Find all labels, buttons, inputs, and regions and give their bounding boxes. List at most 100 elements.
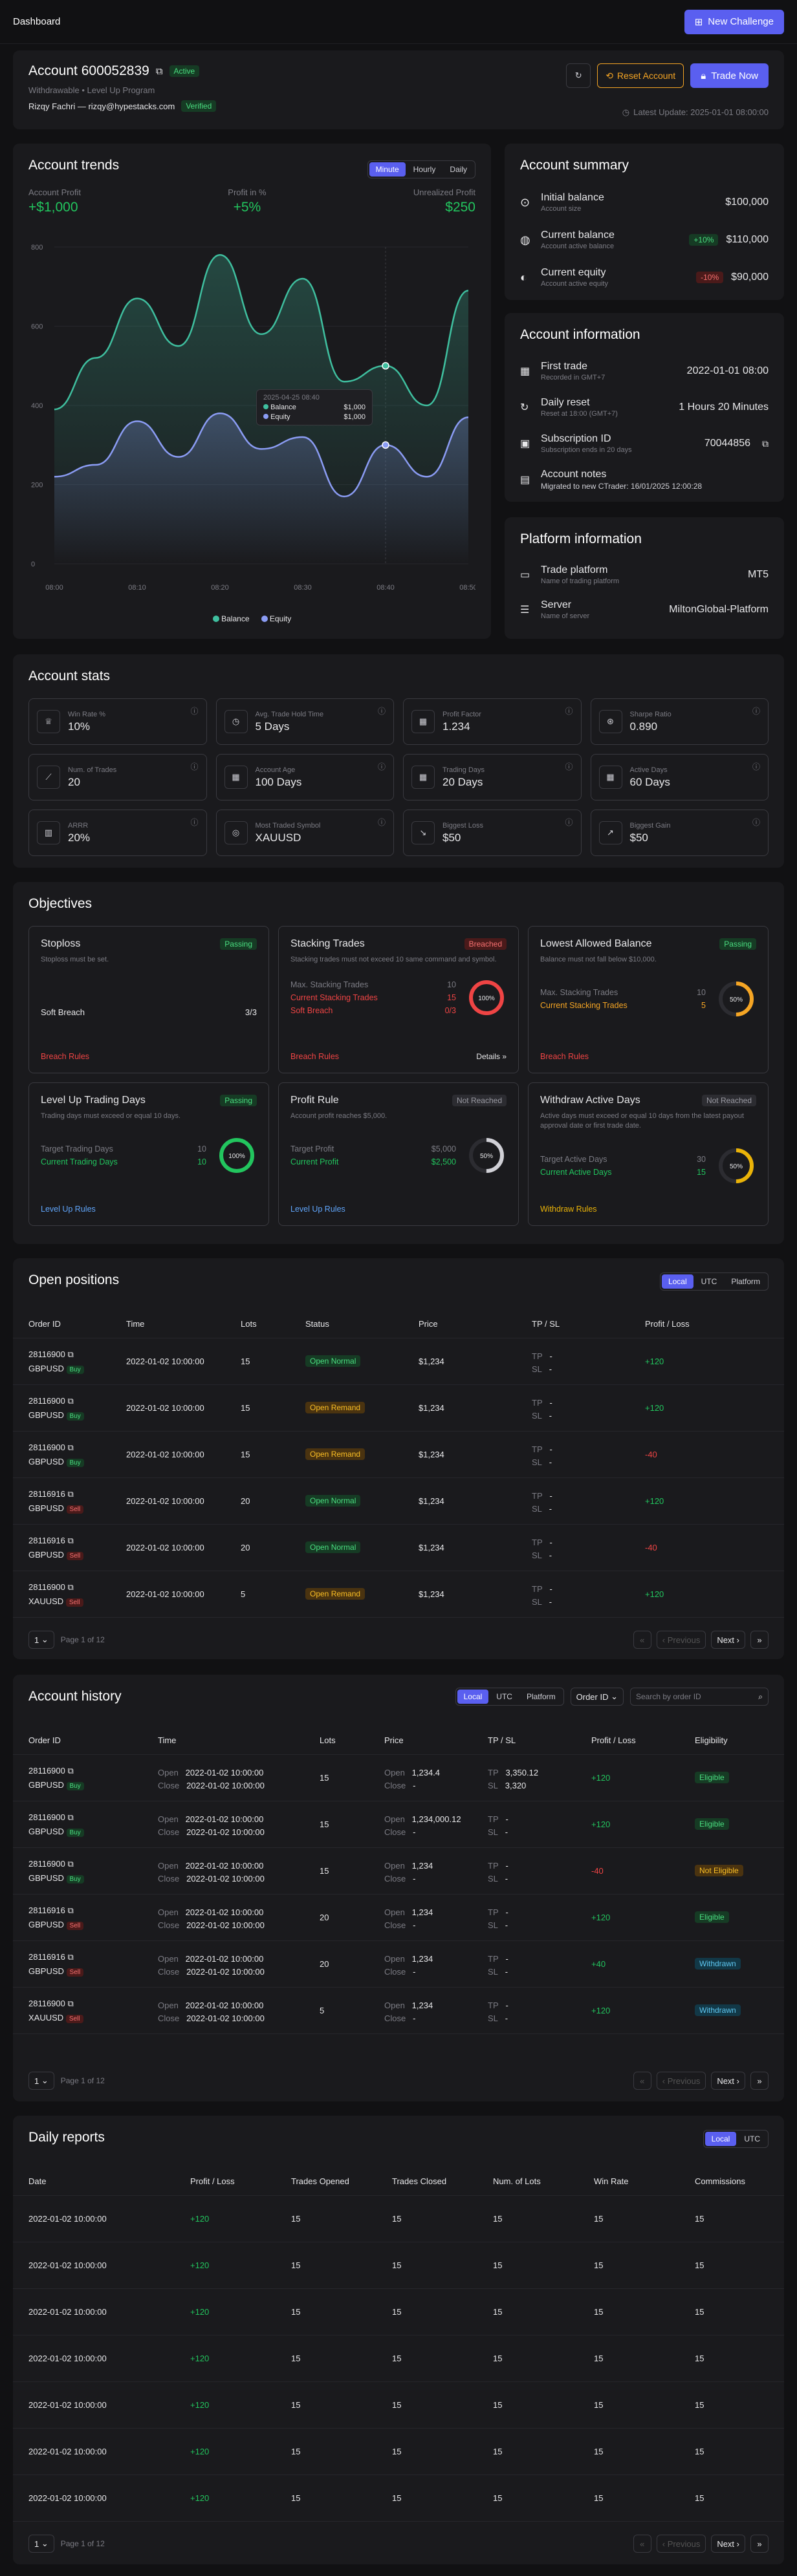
last-page-button[interactable]: » <box>750 2535 769 2553</box>
copy-icon[interactable]: ⧉ <box>67 1999 74 2008</box>
first-page-button[interactable]: « <box>633 1631 651 1649</box>
obj-rules-link[interactable]: Breach Rules <box>41 1052 90 1061</box>
copy-icon[interactable]: ⧉ <box>67 1812 74 1822</box>
next-page-button[interactable]: Next › <box>711 2535 745 2553</box>
obj-rules-link[interactable]: Level Up Rules <box>41 1205 96 1214</box>
info-title: Account information <box>520 327 640 342</box>
copy-icon[interactable]: ⧉ <box>67 1349 74 1359</box>
copy-icon[interactable]: ⧉ <box>67 1396 74 1406</box>
prev-page-button[interactable]: ‹ Previous <box>656 1631 706 1649</box>
tab-utc[interactable]: UTC <box>701 1277 717 1286</box>
reset-account-button[interactable]: ⟲ Reset Account <box>597 63 684 88</box>
copy-icon[interactable]: ⧉ <box>155 65 163 77</box>
legend-equity[interactable]: Equity <box>261 614 291 623</box>
copy-icon[interactable]: ⧉ <box>67 1489 74 1499</box>
tab-utc[interactable]: UTC <box>744 2134 760 2143</box>
search-input[interactable]: Search by order ID ⌕ <box>630 1688 769 1706</box>
table-row[interactable]: 2022-01-02 10:00:00 +120 15 15 15 15 15 <box>13 2475 784 2522</box>
info-icon[interactable]: ⓘ <box>565 762 573 771</box>
info-icon[interactable]: ⓘ <box>190 707 199 716</box>
copy-icon[interactable]: ⧉ <box>67 1443 74 1452</box>
target-icon: ◎ <box>224 821 248 844</box>
info-icon[interactable]: ⓘ <box>377 762 386 771</box>
tab-utc[interactable]: UTC <box>496 1692 512 1701</box>
refresh-button[interactable]: ↻ <box>566 63 591 88</box>
table-row[interactable]: 28116900 ⧉ GBPUSD Buy Open 2022-01-02 10:… <box>13 1801 784 1848</box>
trade-now-button[interactable]: 🔒︎ Trade Now <box>690 63 769 88</box>
table-row[interactable]: 2022-01-02 10:00:00 +120 15 15 15 15 15 <box>13 2429 784 2475</box>
line-chart-icon: ⟋ <box>37 766 60 789</box>
page-size-select[interactable]: 1 ⌄ <box>28 2072 54 2090</box>
tab-local[interactable]: Local <box>457 1690 489 1704</box>
tab-daily[interactable]: Daily <box>450 165 467 174</box>
obj-rules-link[interactable]: Breach Rules <box>540 1052 589 1061</box>
copy-icon[interactable]: ⧉ <box>67 1582 74 1592</box>
table-row[interactable]: 2022-01-02 10:00:00 +120 15 15 15 15 15 <box>13 2382 784 2429</box>
details-button[interactable]: Details » <box>476 1052 507 1061</box>
stat-label: Win Rate % <box>68 710 106 718</box>
side-badge: Buy <box>66 1412 84 1421</box>
last-page-button[interactable]: » <box>750 2072 769 2090</box>
obj-rules-link[interactable]: Breach Rules <box>290 1052 340 1061</box>
tooltip-balance-label: Balance <box>270 403 296 411</box>
info-icon[interactable]: ⓘ <box>565 818 573 827</box>
info-icon[interactable]: ⓘ <box>190 818 199 827</box>
table-row[interactable]: 2022-01-02 10:00:00 +120 15 15 15 15 15 <box>13 2196 784 2242</box>
info-icon[interactable]: ⓘ <box>752 818 760 827</box>
page-size-select[interactable]: 1 ⌄ <box>28 1631 54 1649</box>
first-page-button[interactable]: « <box>633 2535 651 2553</box>
table-row[interactable]: 28116916 ⧉ GBPUSD Sell 2022-01-02 10:00:0… <box>13 1525 784 1571</box>
info-label: Daily reset <box>541 397 590 408</box>
info-icon[interactable]: ⓘ <box>752 762 760 771</box>
info-icon[interactable]: ⓘ <box>565 707 573 716</box>
prev-page-button[interactable]: ‹ Previous <box>656 2072 706 2090</box>
prev-page-button[interactable]: ‹ Previous <box>656 2535 706 2553</box>
legend-balance[interactable]: Balance <box>212 614 250 623</box>
table-row[interactable]: 28116900 ⧉ GBPUSD Buy Open 2022-01-02 10:… <box>13 1755 784 1801</box>
tooltip-balance: $1,000 <box>344 403 366 411</box>
copy-icon[interactable]: ⧉ <box>67 1859 74 1869</box>
tab-platform[interactable]: Platform <box>731 1277 760 1286</box>
tab-local[interactable]: Local <box>661 1274 693 1289</box>
tooltip-equity-label: Equity <box>270 413 290 421</box>
first-page-button[interactable]: « <box>633 2072 651 2090</box>
table-row[interactable]: 28116916 ⧉ GBPUSD Sell Open 2022-01-02 10… <box>13 1894 784 1941</box>
obj-rules-link[interactable]: Withdraw Rules <box>540 1205 597 1214</box>
table-row[interactable]: 28116900 ⧉ GBPUSD Buy 2022-01-02 10:00:00… <box>13 1432 784 1478</box>
table-row[interactable]: 2022-01-02 10:00:00 +120 15 15 15 15 15 <box>13 2242 784 2289</box>
info-icon[interactable]: ⓘ <box>377 707 386 716</box>
obj-rules-link[interactable]: Level Up Rules <box>290 1205 345 1214</box>
copy-icon[interactable]: ⧉ <box>67 1536 74 1545</box>
copy-icon[interactable]: ⧉ <box>67 1905 74 1915</box>
tab-minute[interactable]: Minute <box>369 162 406 177</box>
info-icon[interactable]: ⓘ <box>752 707 760 716</box>
filter-select[interactable]: Order ID ⌄ <box>570 1688 624 1706</box>
copy-icon[interactable]: ⧉ <box>67 1766 74 1776</box>
info-icon[interactable]: ⓘ <box>190 762 199 771</box>
tab-hourly[interactable]: Hourly <box>413 165 436 174</box>
table-row[interactable]: 28116916 ⧉ GBPUSD Sell 2022-01-02 10:00:0… <box>13 1478 784 1525</box>
page-size-select[interactable]: 1 ⌄ <box>28 2535 54 2553</box>
last-page-button[interactable]: » <box>750 1631 769 1649</box>
next-page-button[interactable]: Next › <box>711 1631 745 1649</box>
table-row[interactable]: 28116900 ⧉ GBPUSD Buy 2022-01-02 10:00:00… <box>13 1385 784 1432</box>
table-row[interactable]: 28116900 ⧉ GBPUSD Buy Open 2022-01-02 10:… <box>13 1848 784 1894</box>
table-row[interactable]: 2022-01-02 10:00:00 +120 15 15 15 15 15 <box>13 2335 784 2382</box>
chart-legend: Balance Equity <box>13 614 491 623</box>
table-row[interactable]: 2022-01-02 10:00:00 +120 15 15 15 15 15 <box>13 2289 784 2335</box>
next-page-button[interactable]: Next › <box>711 2072 745 2090</box>
tab-local[interactable]: Local <box>704 2132 737 2146</box>
tab-platform[interactable]: Platform <box>526 1692 556 1701</box>
new-challenge-button[interactable]: ⊞ New Challenge <box>684 9 784 34</box>
obj-value: 10 <box>197 1157 206 1167</box>
table-row[interactable]: 28116916 ⧉ GBPUSD Sell Open 2022-01-02 10… <box>13 1941 784 1988</box>
table-row[interactable]: 28116900 ⧉ XAUUSD Sell 2022-01-02 10:00:0… <box>13 1571 784 1618</box>
table-row[interactable]: 28116900 ⧉ XAUUSD Sell Open 2022-01-02 10… <box>13 1988 784 2034</box>
info-icon[interactable]: ⓘ <box>377 818 386 827</box>
obj-value: 15 <box>697 1167 706 1177</box>
copy-icon[interactable]: ⧉ <box>67 1952 74 1962</box>
table-row[interactable]: 28116900 ⧉ GBPUSD Buy 2022-01-02 10:00:00… <box>13 1338 784 1385</box>
side-badge: Sell <box>66 1922 84 1930</box>
trends-interval-tabs: Minute Hourly Daily <box>367 160 475 178</box>
copy-icon[interactable]: ⧉ <box>762 438 769 449</box>
